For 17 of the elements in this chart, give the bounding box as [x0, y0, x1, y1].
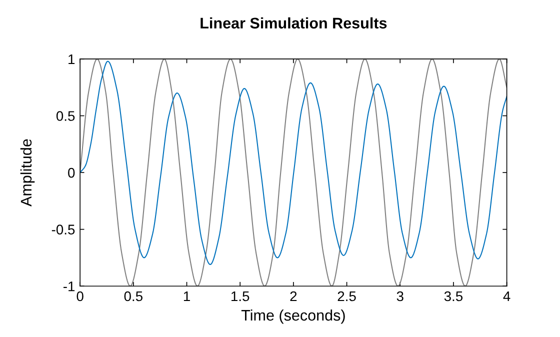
- x-tick-label: 0.5: [124, 291, 142, 302]
- y-tick-label: 0: [68, 168, 75, 178]
- x-tick-label: 0: [76, 291, 84, 302]
- y-tick-label: -0.5: [52, 224, 75, 234]
- y-tick-label: 1: [68, 54, 75, 64]
- x-tick-label: 1.5: [232, 291, 250, 302]
- x-tick-label: 3: [396, 291, 404, 302]
- x-axis-title: Time (seconds): [241, 309, 345, 324]
- y-axis-title: Amplitude: [20, 139, 35, 206]
- x-tick-label: 2: [290, 291, 297, 302]
- x-tick-label: 4: [503, 291, 510, 302]
- y-tick-label: -1: [63, 282, 75, 292]
- x-tick-label: 1: [184, 291, 190, 302]
- chart-title: Linear Simulation Results: [200, 17, 387, 29]
- x-tick-label: 3.5: [444, 291, 463, 302]
- y-tick-label: 0.5: [56, 111, 75, 121]
- x-tick-label: 2.5: [338, 291, 356, 302]
